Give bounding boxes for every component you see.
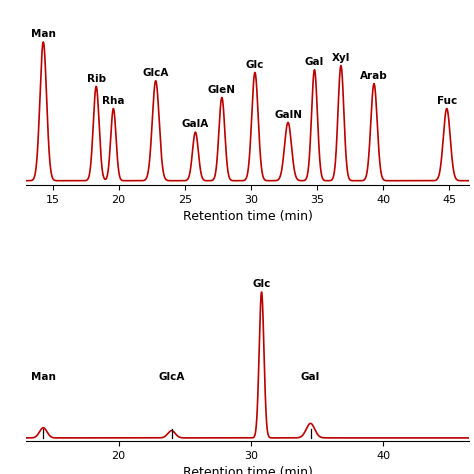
Text: Xyl: Xyl [332, 53, 350, 63]
Text: Rib: Rib [87, 73, 106, 83]
Text: Glc: Glc [246, 60, 264, 70]
Text: Gal: Gal [305, 57, 324, 67]
Text: Arab: Arab [360, 71, 388, 81]
Text: Glc: Glc [252, 279, 271, 289]
Text: Man: Man [31, 29, 56, 39]
X-axis label: Retention time (min): Retention time (min) [183, 466, 312, 474]
Text: GlcA: GlcA [158, 373, 185, 383]
Text: Rha: Rha [102, 96, 125, 106]
Text: Gal: Gal [301, 373, 320, 383]
Text: GalN: GalN [274, 109, 302, 119]
Text: Man: Man [31, 373, 56, 383]
X-axis label: Retention time (min): Retention time (min) [183, 210, 312, 223]
Text: Fuc: Fuc [437, 96, 457, 106]
Text: GlcA: GlcA [143, 68, 169, 78]
Text: GleN: GleN [208, 85, 236, 95]
Text: GalA: GalA [182, 119, 209, 129]
